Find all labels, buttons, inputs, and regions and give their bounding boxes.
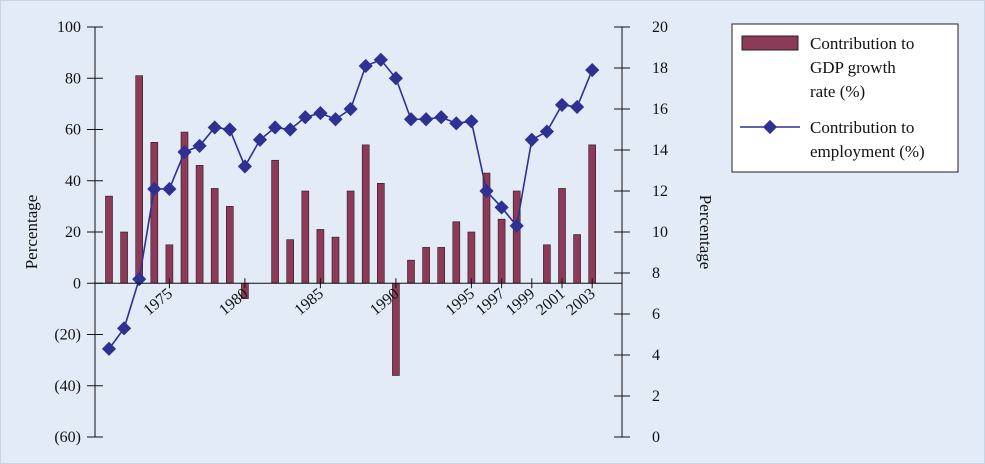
right-tick-label: 0	[652, 429, 660, 446]
x-tick-label: 2001	[533, 285, 568, 319]
x-tick-label: 1995	[443, 285, 478, 319]
employment-line-layer	[101, 52, 600, 356]
legend-line-marker	[762, 119, 778, 135]
gdp-bar	[376, 183, 385, 284]
left-tick-label: 60	[65, 122, 81, 139]
employment-point	[388, 71, 403, 86]
right-tick-label: 10	[652, 224, 668, 241]
gdp-bar	[105, 195, 113, 284]
employment-point	[373, 52, 388, 67]
left-tick-label: (20)	[54, 327, 81, 344]
right-tick-label: 2	[652, 388, 660, 405]
employment-point	[358, 58, 373, 74]
right-tick-label: 8	[652, 265, 660, 282]
employment-point	[449, 116, 464, 131]
gdp-bar	[543, 244, 551, 284]
legend-bar-label-1: Contribution to	[810, 34, 914, 53]
left-tick-label: 20	[65, 224, 81, 241]
employment-point	[237, 159, 252, 174]
gdp-bar	[286, 239, 295, 284]
right-axis-label: Percentage	[696, 195, 715, 270]
legend-bar-swatch	[741, 35, 799, 51]
left-axis-label: Percentage	[22, 195, 41, 270]
gdp-bar	[150, 142, 159, 284]
right-tick-label: 16	[652, 101, 668, 118]
gdp-bar	[195, 165, 204, 284]
employment-point	[539, 124, 554, 139]
employment-point	[162, 181, 177, 197]
gdp-bar	[301, 190, 310, 284]
gdp-bar	[226, 206, 234, 284]
gdp-bar	[512, 190, 521, 284]
gdp-bar	[437, 247, 446, 284]
right-tick-label: 14	[652, 142, 668, 159]
gdp-bar	[573, 234, 581, 284]
legend-bar-label-3: rate (%)	[810, 82, 865, 101]
gdp-bar	[467, 231, 476, 284]
gdp-bar	[452, 221, 461, 284]
employment-point	[403, 112, 419, 127]
employment-point	[283, 122, 298, 137]
employment-point	[585, 62, 600, 78]
employment-point	[268, 120, 283, 135]
employment-point	[524, 132, 539, 147]
employment-point	[434, 110, 449, 125]
legend-line-label-2: employment (%)	[810, 142, 925, 161]
left-tick-label: 0	[73, 275, 81, 292]
employment-point	[479, 183, 494, 199]
gdp-bar	[135, 75, 143, 284]
legend-line-label-1: Contribution to	[810, 118, 914, 137]
left-tick-label: (40)	[54, 378, 81, 395]
gdp-bar	[422, 247, 430, 284]
employment-point	[343, 101, 358, 117]
gdp-bar	[210, 188, 219, 284]
employment-point	[132, 272, 147, 287]
left-tick-label: 100	[57, 19, 81, 36]
gdp-bar	[331, 236, 340, 284]
right-tick-label: 4	[652, 347, 660, 364]
gdp-bars	[105, 75, 597, 376]
employment-point	[509, 218, 524, 233]
employment-point	[313, 106, 328, 121]
left-tick-label: (60)	[54, 429, 81, 446]
gdp-bar	[165, 244, 174, 284]
right-tick-label: 12	[652, 183, 668, 200]
gdp-bar	[361, 144, 370, 284]
employment-point	[192, 138, 207, 153]
employment-point	[117, 321, 132, 336]
employment-point	[328, 112, 343, 127]
gdp-bar	[588, 144, 597, 284]
gdp-bar	[120, 231, 128, 284]
x-tick-label: 2003	[563, 285, 598, 319]
left-tick-label: 80	[65, 70, 81, 87]
gdp-bar	[407, 259, 415, 284]
gdp-bar	[497, 218, 506, 284]
legend-bar-label-2: GDP growth	[810, 58, 896, 77]
legend: Contribution to GDP growth rate (%) Cont…	[731, 23, 959, 173]
x-tick-label: 1997	[473, 285, 508, 319]
gdp-bar	[346, 190, 355, 284]
right-tick-label: 18	[652, 60, 668, 77]
employment-point	[177, 144, 192, 160]
employment-point	[570, 99, 585, 115]
gdp-bar	[558, 188, 566, 284]
employment-point	[252, 132, 268, 147]
gdp-bar	[316, 229, 325, 284]
employment-point	[419, 112, 434, 127]
employment-point	[101, 341, 117, 356]
employment-point	[222, 122, 237, 137]
x-tick-label: 1999	[503, 285, 538, 319]
right-tick-label: 20	[652, 19, 668, 36]
employment-point	[494, 200, 509, 215]
left-tick-label: 40	[65, 173, 81, 190]
x-tick-label: 1985	[292, 285, 327, 319]
employment-point	[554, 97, 570, 112]
gdp-bar	[271, 159, 279, 284]
right-tick-label: 6	[652, 306, 660, 323]
employment-point	[464, 114, 479, 129]
employment-point	[298, 110, 313, 125]
employment-point	[147, 181, 162, 197]
x-tick-label: 1975	[141, 285, 176, 319]
